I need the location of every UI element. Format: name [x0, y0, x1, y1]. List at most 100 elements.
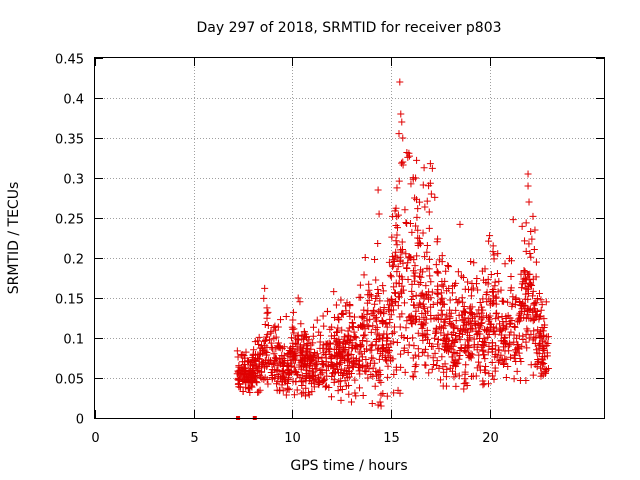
- data-point: [356, 281, 364, 289]
- data-point: [329, 362, 337, 370]
- data-point: [480, 334, 488, 342]
- data-point: [337, 350, 345, 358]
- data-point: [371, 315, 379, 323]
- data-point: [428, 365, 436, 373]
- data-point: [326, 325, 334, 333]
- data-point: [456, 336, 464, 344]
- data-point: [376, 398, 384, 406]
- data-point: [392, 289, 400, 297]
- data-point: [263, 343, 271, 351]
- data-point: [490, 375, 498, 383]
- data-point: [316, 331, 324, 339]
- data-point: [290, 329, 298, 337]
- data-point: [423, 242, 431, 250]
- data-point: [452, 317, 460, 325]
- data-point: [255, 333, 263, 341]
- data-point: [264, 380, 272, 388]
- data-point: [481, 355, 489, 363]
- data-point: [245, 384, 253, 392]
- data-point: [484, 348, 492, 356]
- data-point: [398, 332, 406, 340]
- data-point: [351, 389, 359, 397]
- data-point: [500, 322, 508, 330]
- data-point: [427, 278, 435, 286]
- data-point: [311, 375, 319, 383]
- data-point: [384, 373, 392, 381]
- data-point: [281, 376, 289, 384]
- data-point: [296, 298, 304, 306]
- data-point: [467, 350, 475, 358]
- data-point: [474, 286, 482, 294]
- data-point: [384, 362, 392, 370]
- data-point: [442, 267, 450, 275]
- data-point: [529, 287, 537, 295]
- data-point: [411, 194, 419, 202]
- data-point: [353, 343, 361, 351]
- data-point: [501, 260, 509, 268]
- y-tick-label: 0.4: [63, 93, 84, 108]
- data-point: [372, 326, 380, 334]
- data-point: [462, 326, 470, 334]
- data-point: [366, 290, 374, 298]
- data-point: [357, 342, 365, 350]
- data-point: [302, 384, 310, 392]
- data-point: [347, 398, 355, 406]
- data-point: [455, 372, 463, 380]
- data-point: [397, 110, 405, 118]
- data-point: [437, 289, 445, 297]
- data-point: [402, 250, 410, 258]
- data-point: [412, 174, 420, 182]
- data-point: [448, 353, 456, 361]
- data-point: [399, 286, 407, 294]
- data-point: [288, 334, 296, 342]
- data-point: [442, 382, 450, 390]
- data-point: [434, 299, 442, 307]
- data-point: [233, 347, 241, 355]
- data-point: [309, 332, 317, 340]
- data-point: [513, 367, 521, 375]
- data-point: [473, 331, 481, 339]
- data-point: [287, 362, 295, 370]
- data-point: [521, 274, 529, 282]
- data-point: [345, 309, 353, 317]
- data-point: [450, 373, 458, 381]
- data-point: [246, 388, 254, 396]
- data-point: [278, 381, 286, 389]
- data-point: [404, 275, 412, 283]
- data-point: [488, 358, 496, 366]
- data-point: [500, 339, 508, 347]
- data-point: [390, 283, 398, 291]
- data-point: [460, 380, 468, 388]
- data-point: [418, 310, 426, 317]
- data-point: [542, 298, 550, 306]
- data-point: [264, 321, 272, 329]
- data-point: [405, 149, 413, 157]
- data-point: [395, 272, 403, 280]
- data-point: [384, 305, 392, 313]
- data-point: [418, 324, 426, 332]
- data-point: [412, 361, 420, 369]
- data-point: [410, 256, 418, 264]
- data-point: [505, 347, 513, 355]
- data-point: [433, 357, 441, 365]
- data-point: [420, 321, 428, 329]
- data-point: [523, 325, 531, 333]
- data-point: [398, 159, 406, 167]
- data-point: [525, 306, 533, 314]
- data-point: [241, 358, 249, 366]
- data-point: [276, 355, 284, 363]
- data-point: [389, 299, 397, 307]
- data-point: [423, 248, 431, 256]
- data-point: [237, 351, 245, 359]
- data-point: [412, 307, 420, 315]
- data-point: [509, 293, 517, 301]
- data-point: [402, 218, 410, 226]
- data-point: [321, 383, 329, 391]
- data-point: [348, 341, 356, 349]
- data-point: [403, 264, 411, 272]
- data-point: [461, 308, 469, 316]
- data-point: [314, 374, 322, 382]
- data-point: [251, 373, 259, 381]
- data-point: [497, 331, 505, 339]
- data-point: [383, 337, 391, 345]
